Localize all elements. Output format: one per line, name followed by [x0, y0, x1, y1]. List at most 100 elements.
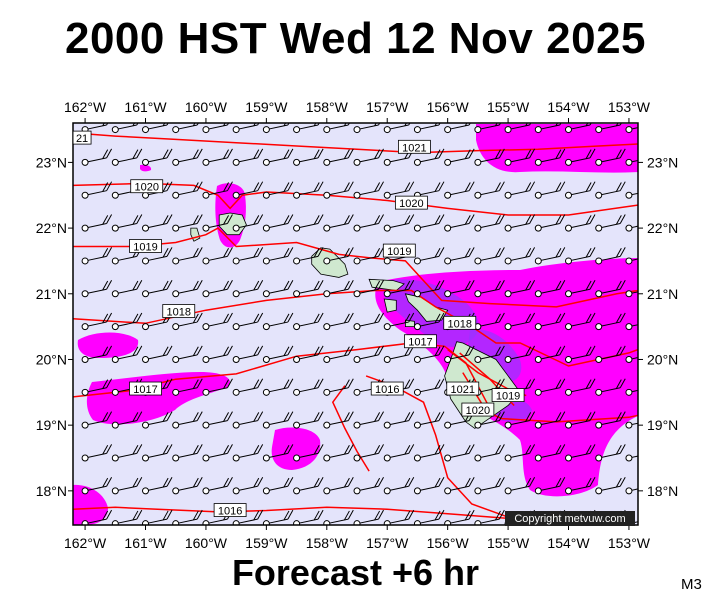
wind-barb [142, 509, 173, 525]
wind-barb [172, 247, 203, 265]
wind-barb [413, 345, 445, 363]
lon-label-top: 159°W [245, 99, 288, 115]
island [383, 298, 397, 313]
wind-barb [353, 444, 384, 462]
lon-label-top: 160°W [185, 99, 228, 115]
isobar-line [73, 289, 638, 367]
rain-area [73, 484, 108, 525]
wind-barb [595, 279, 626, 298]
wind-barb [413, 411, 445, 429]
wind-barb [413, 312, 445, 331]
isobar-label: 1021 [446, 381, 480, 396]
wind-barb [353, 509, 384, 525]
rain-area [140, 164, 152, 172]
wind-barb [413, 214, 445, 232]
wind-barb [444, 345, 475, 363]
wind-barb [81, 181, 113, 199]
isobar-label-layer: 21 1021 1020 1020 1019 1019 1018 1018 1017 1017 10… [72, 130, 525, 518]
wind-barb [142, 148, 173, 166]
wind-barb [474, 444, 505, 462]
svg-text:21: 21 [76, 133, 88, 145]
isobar-label: 1018 [162, 304, 196, 319]
copyright-box: Copyright metvuw.com [505, 511, 635, 526]
wind-barb [323, 181, 354, 199]
lon-label-bottom: 157°W [366, 535, 409, 551]
wind-barb [293, 148, 324, 166]
lon-label-top: 155°W [487, 99, 530, 115]
wind-barb [595, 378, 626, 396]
wind-barb [293, 279, 324, 298]
wind-barb [142, 411, 173, 429]
lat-label-left: 23°N [36, 154, 67, 170]
wind-barb [595, 181, 626, 199]
wind-barb [323, 509, 354, 525]
svg-text:1017: 1017 [133, 384, 157, 396]
forecast-label: Forecast +6 hr [231, 552, 480, 593]
wind-barb [534, 345, 566, 363]
wind-barb [111, 477, 143, 495]
isobar-label: 1020 [394, 195, 428, 210]
wind-barb [293, 509, 324, 525]
wind-barb [232, 509, 264, 525]
wind-barb [625, 158, 638, 166]
wind-barb [232, 312, 264, 331]
wind-barb [504, 279, 536, 298]
wind-barb [172, 378, 203, 396]
wind-barb [353, 477, 384, 495]
wind-barb [625, 126, 638, 134]
wind-barb [202, 123, 230, 134]
wind-barb [323, 279, 354, 298]
wind-barb [202, 312, 233, 331]
lon-label-bottom: 158°W [306, 535, 349, 551]
lon-label-bottom: 154°W [547, 535, 590, 551]
wind-barb [81, 378, 113, 396]
svg-text:1020: 1020 [399, 198, 423, 210]
isobar-label: 1019 [129, 239, 162, 253]
lon-label-top: 154°W [547, 99, 590, 115]
wind-barb [262, 411, 294, 429]
wind-barb [444, 214, 475, 232]
wind-barb [625, 388, 638, 396]
wind-barb [262, 214, 294, 232]
wind-barb [504, 444, 536, 462]
wind-barb [262, 247, 294, 265]
wind-barb [504, 214, 536, 232]
wind-barb [444, 279, 475, 298]
wind-barb [595, 477, 626, 495]
wind-barb [232, 444, 264, 462]
svg-text:1018: 1018 [447, 318, 471, 330]
wind-barb [202, 247, 233, 265]
wind-barb [172, 477, 203, 495]
svg-text:1019: 1019 [387, 246, 411, 258]
isobar-line [73, 132, 638, 154]
axis-ticks: 162°W 162°W 161°W 161°W 160°W 160°W 159°W 159°W… [36, 99, 679, 551]
wind-barb [383, 214, 415, 232]
rain-area [77, 332, 139, 358]
isobar-label: 1018 [443, 315, 477, 330]
wind-barb [172, 411, 203, 429]
isobar-label: 1017 [129, 381, 162, 396]
wind-barb [232, 148, 264, 166]
wind-barb [595, 345, 626, 363]
wind-barb [534, 279, 566, 298]
island [218, 212, 247, 236]
wind-barb [413, 148, 445, 166]
wind-barb [172, 279, 203, 298]
wind-barb [353, 181, 384, 199]
svg-text:1021: 1021 [402, 142, 426, 154]
wind-barb [323, 148, 354, 166]
wind-barb [232, 214, 264, 232]
wind-barb [444, 477, 475, 495]
wind-barb [232, 477, 264, 495]
wind-barb [534, 411, 566, 429]
wind-barb [474, 214, 505, 232]
svg-text:1017: 1017 [408, 337, 432, 349]
wind-barb [111, 148, 143, 166]
wind-barb [262, 509, 294, 525]
wind-barb [565, 411, 596, 429]
wind-barb [262, 148, 294, 166]
wind-barb [172, 312, 203, 331]
wind-barb [81, 247, 113, 265]
wind-barb [413, 279, 445, 298]
